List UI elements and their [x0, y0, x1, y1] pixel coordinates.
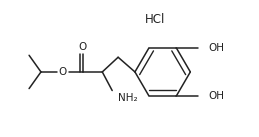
Text: O: O [59, 67, 67, 77]
Text: HCl: HCl [145, 12, 165, 25]
Text: NH₂: NH₂ [118, 93, 138, 103]
Text: OH: OH [208, 91, 224, 101]
Text: OH: OH [208, 43, 224, 53]
Text: O: O [78, 42, 87, 52]
